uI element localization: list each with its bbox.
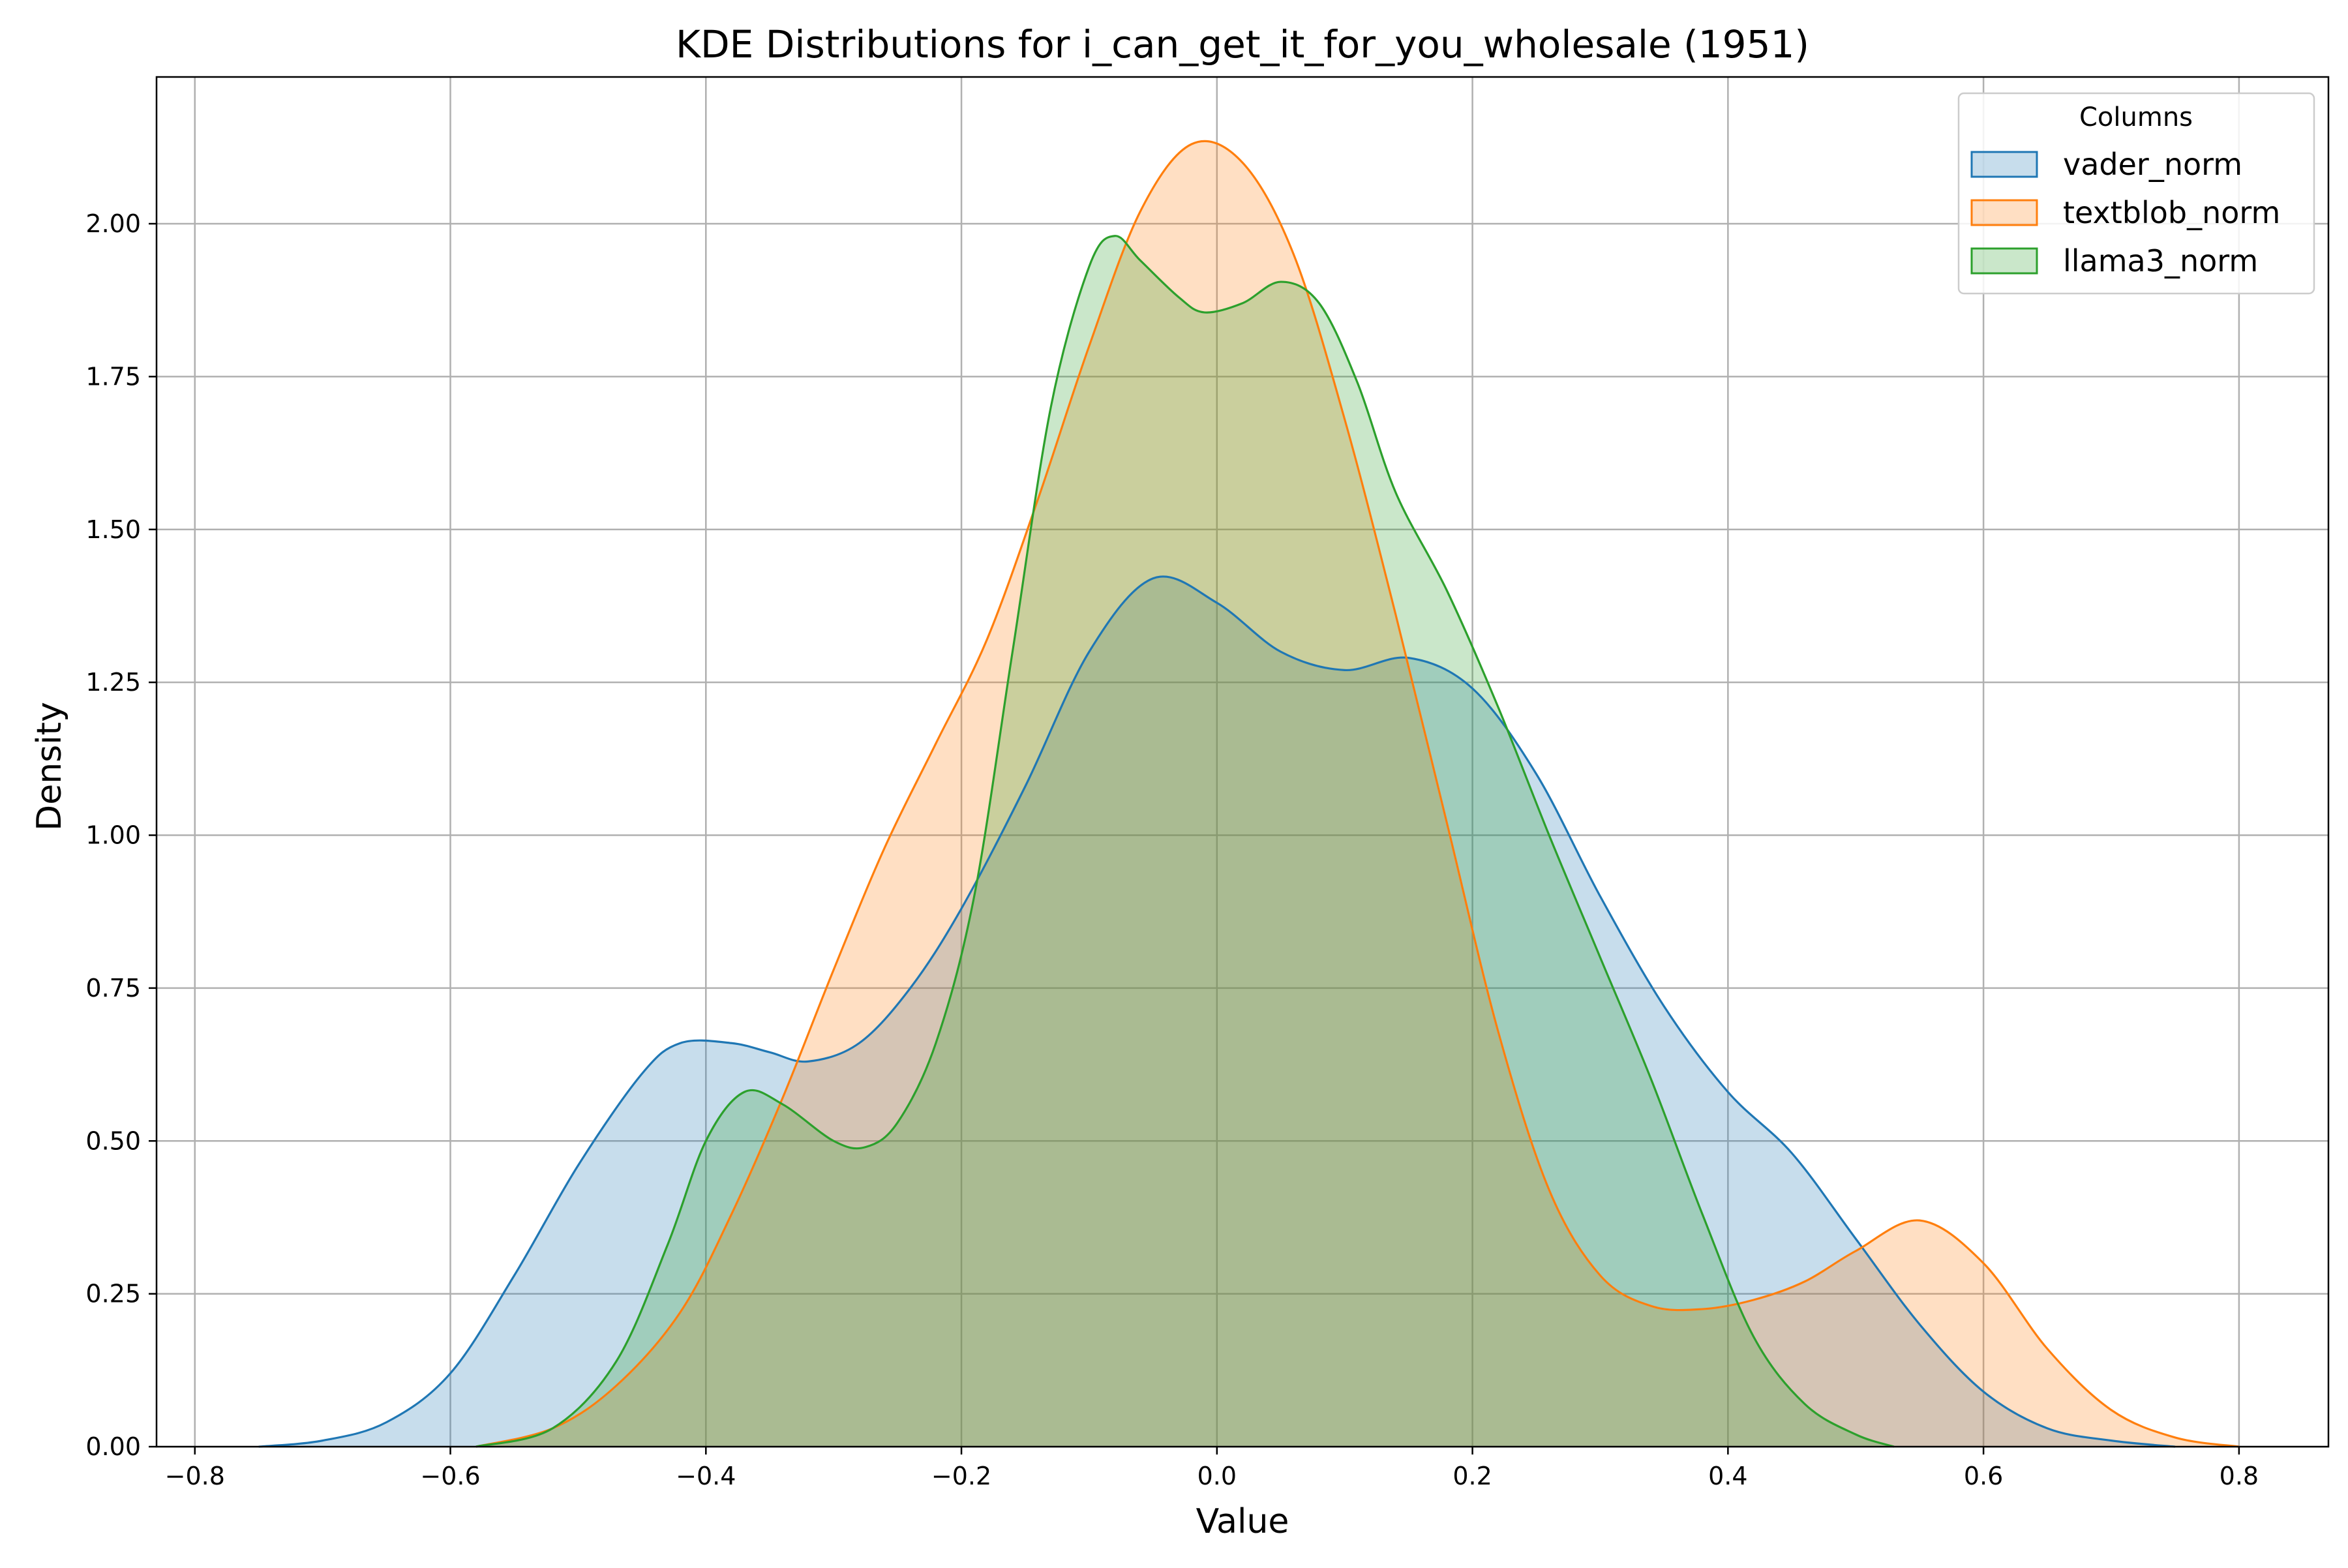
x-tick-label: 0.6 (1964, 1462, 2003, 1490)
y-tick-label: 1.00 (85, 821, 141, 850)
legend-label-textblob_norm: textblob_norm (2063, 195, 2280, 230)
grid (157, 77, 2328, 1448)
kde-line-llama3_norm (475, 235, 1895, 1448)
y-axis-label: Density (30, 702, 69, 831)
kde-lines (258, 140, 2240, 1448)
kde-area-vader_norm (258, 576, 2175, 1447)
legend-swatch-vader_norm (1970, 151, 2038, 178)
legend-swatch-llama3_norm (1970, 247, 2038, 275)
y-tick-label: 0.00 (85, 1432, 141, 1461)
legend-label-vader_norm: vader_norm (2063, 147, 2242, 182)
x-tick-label: 0.4 (1708, 1462, 1747, 1490)
y-tick-label: 0.50 (85, 1126, 141, 1155)
legend-entries: vader_norm textblob_norm llama3_norm (1970, 147, 2280, 279)
kde-line-textblob_norm (475, 140, 2240, 1448)
y-tick-label: 0.75 (85, 974, 141, 1003)
y-tick-label: 1.25 (85, 668, 141, 697)
chart-title: KDE Distributions for i_can_get_it_for_y… (676, 22, 1809, 67)
x-tick-label: 0.0 (1197, 1462, 1237, 1490)
axis-ticks: −0.8 −0.6 −0.4 −0.2 0.0 0.2 0.4 0.6 0.8 0.00 0.25 0… (85, 209, 2259, 1490)
y-tick-label: 0.25 (85, 1280, 141, 1308)
x-tick-label: −0.2 (931, 1462, 991, 1490)
legend-box (1957, 92, 2315, 295)
axes-frame (155, 76, 2330, 1448)
kde-area-textblob_norm (475, 141, 2239, 1447)
legend-label-llama3_norm: llama3_norm (2063, 243, 2258, 279)
x-tick-label: 0.2 (1452, 1462, 1492, 1490)
x-axis-label: Value (1196, 1502, 1289, 1541)
legend: Columns vader_norm textblob_norm llama3_no… (1957, 92, 2315, 295)
legend-swatch-textblob_norm (1970, 199, 2038, 226)
kde-line-vader_norm (258, 575, 2176, 1448)
x-tick-label: −0.8 (165, 1462, 225, 1490)
x-tick-label: −0.4 (676, 1462, 736, 1490)
legend-title: Columns (2079, 102, 2193, 132)
y-tick-label: 1.50 (85, 515, 141, 544)
y-tick-label: 2.00 (85, 209, 141, 238)
kde-areas (258, 141, 2239, 1447)
x-tick-label: 0.8 (2220, 1462, 2259, 1490)
kde-area-llama3_norm (475, 235, 1895, 1447)
y-tick-label: 1.75 (85, 362, 141, 391)
x-tick-label: −0.6 (420, 1462, 480, 1490)
